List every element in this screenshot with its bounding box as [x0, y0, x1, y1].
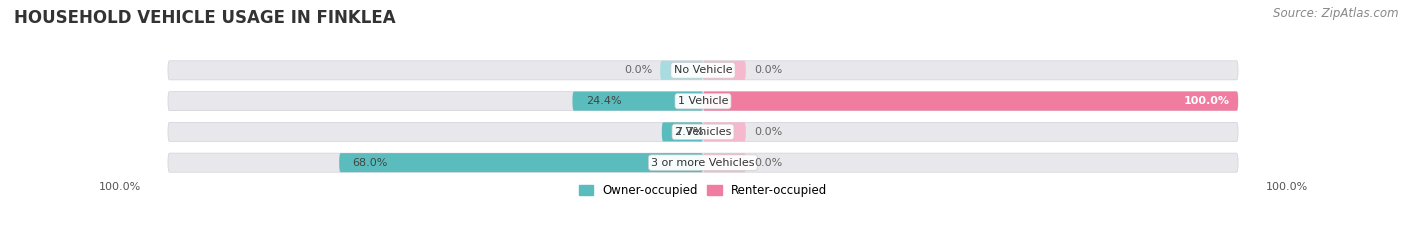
Text: 68.0%: 68.0%	[353, 158, 388, 168]
Text: 2 Vehicles: 2 Vehicles	[675, 127, 731, 137]
Text: 100.0%: 100.0%	[1184, 96, 1230, 106]
Text: 100.0%: 100.0%	[98, 182, 141, 192]
Text: 0.0%: 0.0%	[754, 158, 782, 168]
FancyBboxPatch shape	[703, 92, 1239, 111]
Text: 0.0%: 0.0%	[754, 65, 782, 75]
FancyBboxPatch shape	[167, 61, 1239, 80]
FancyBboxPatch shape	[703, 61, 745, 80]
FancyBboxPatch shape	[703, 153, 745, 172]
FancyBboxPatch shape	[661, 61, 703, 80]
FancyBboxPatch shape	[339, 153, 703, 172]
FancyBboxPatch shape	[662, 122, 703, 141]
Text: 1 Vehicle: 1 Vehicle	[678, 96, 728, 106]
Text: 7.7%: 7.7%	[675, 127, 703, 137]
Text: 3 or more Vehicles: 3 or more Vehicles	[651, 158, 755, 168]
Text: 100.0%: 100.0%	[1265, 182, 1308, 192]
Text: 0.0%: 0.0%	[624, 65, 652, 75]
FancyBboxPatch shape	[167, 92, 1239, 111]
Text: Source: ZipAtlas.com: Source: ZipAtlas.com	[1274, 7, 1399, 20]
Legend: Owner-occupied, Renter-occupied: Owner-occupied, Renter-occupied	[576, 182, 830, 199]
Text: 0.0%: 0.0%	[754, 127, 782, 137]
FancyBboxPatch shape	[572, 92, 703, 111]
FancyBboxPatch shape	[703, 122, 745, 141]
FancyBboxPatch shape	[167, 153, 1239, 172]
Text: 24.4%: 24.4%	[586, 96, 621, 106]
FancyBboxPatch shape	[167, 122, 1239, 141]
Text: HOUSEHOLD VEHICLE USAGE IN FINKLEA: HOUSEHOLD VEHICLE USAGE IN FINKLEA	[14, 9, 395, 27]
Text: No Vehicle: No Vehicle	[673, 65, 733, 75]
